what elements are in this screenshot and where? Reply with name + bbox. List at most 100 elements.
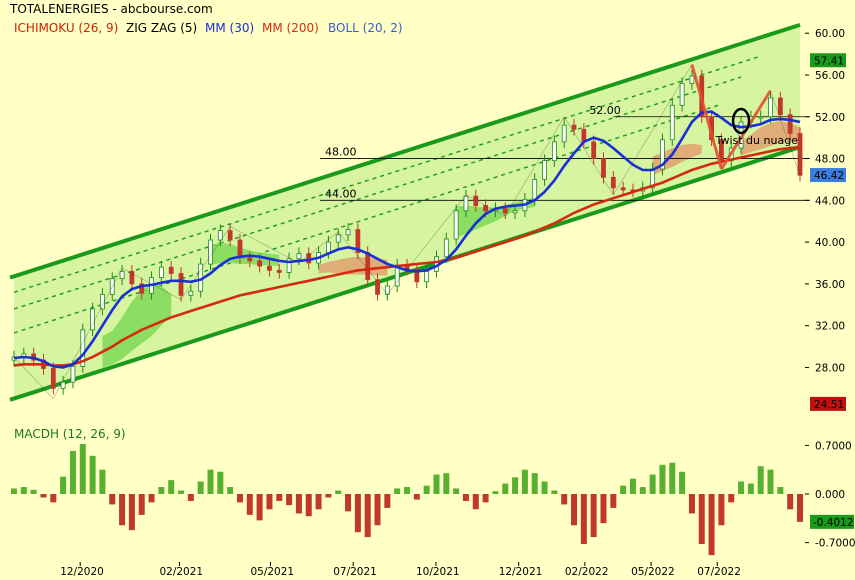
macd-bar-20 — [207, 469, 214, 494]
macd-bar-63 — [629, 478, 636, 494]
candle-body-45 — [453, 210, 459, 240]
zigzag-segment-14 — [770, 90, 801, 176]
candle-body-42 — [424, 270, 430, 283]
macd-bar-79 — [787, 494, 794, 510]
price-tick-label-4: 44.00 — [815, 195, 845, 207]
candle-body-20 — [208, 239, 213, 265]
legend-boll: BOLL (20, 2) — [328, 21, 403, 35]
zigzag-segment-5 — [298, 231, 339, 264]
macd-bar-53 — [531, 473, 538, 494]
macd-bar-77 — [767, 469, 774, 494]
candle-body-6 — [70, 365, 76, 383]
source-title: TOTALENERGIES - abcbourse.com — [9, 2, 213, 16]
candle-body-62 — [620, 187, 626, 191]
macd-bar-65 — [649, 474, 656, 494]
price-tick-label-2: 36.00 — [815, 279, 845, 291]
date-x-axis: 12/2020 02/2021 05/2021 07/2021 10/2021 12/20… — [60, 562, 741, 578]
zigzag-segment-8 — [465, 194, 506, 217]
macd-bar-11 — [119, 494, 126, 526]
macd-bar-6 — [69, 450, 76, 494]
macd-bar-7 — [79, 443, 86, 494]
macd-bar-27 — [276, 494, 283, 501]
macd-bar-51 — [512, 477, 519, 494]
macd-bar-23 — [236, 494, 243, 503]
candle-body-51 — [512, 210, 518, 214]
legend-ichimoku: ICHIMOKU (26, 9) — [14, 21, 118, 35]
macd-bar-57 — [571, 494, 578, 526]
macd-bar-5 — [60, 476, 67, 494]
macd-bar-67 — [669, 462, 676, 494]
channel-upper-line — [9, 22, 801, 280]
macd-bar-30 — [305, 494, 312, 517]
macd-bar-22 — [227, 487, 234, 494]
channel-dashed-line-1 — [13, 76, 742, 310]
candle-body-17 — [178, 273, 184, 296]
macd-bar-36 — [364, 494, 371, 538]
macd-bar-60 — [600, 494, 607, 524]
macd-bar-32 — [325, 494, 332, 498]
candle-body-15 — [158, 266, 164, 279]
last-price-label: 46.42 — [814, 170, 844, 182]
legend-mm30: MM (30) — [205, 21, 254, 35]
zigzag-segment-1 — [52, 268, 123, 399]
macd-bar-9 — [99, 469, 106, 494]
candle-body-21 — [217, 230, 223, 241]
zigzag-segment-0 — [13, 356, 54, 400]
macd-bar-73 — [728, 494, 735, 503]
price-tick-label-3: 40.00 — [815, 237, 845, 249]
macd-bar-31 — [315, 494, 322, 510]
candle-body-61 — [610, 176, 616, 189]
zigzag-segment-6 — [337, 231, 388, 295]
annotation-48: 48.00 — [325, 146, 357, 159]
macd-bar-44 — [443, 473, 450, 494]
zigzag-segment-11 — [613, 64, 693, 196]
macd-bar-10 — [109, 494, 116, 505]
legend-mm200: MM (200) — [262, 21, 319, 35]
candle-body-50 — [502, 208, 508, 214]
x-tick-label-4: 10/2021 — [416, 566, 460, 578]
candle-body-78 — [777, 97, 783, 116]
macd-bar-18 — [187, 494, 194, 501]
candle-body-5 — [60, 381, 66, 389]
x-tick-label-3: 07/2021 — [333, 566, 377, 578]
macd-bar-41 — [413, 494, 420, 500]
candle-body-48 — [483, 205, 489, 212]
zigzag-segment-4 — [229, 226, 300, 264]
x-tick-label-8: 07/2022 — [697, 566, 741, 578]
annotation-twist: Twist du nuage — [715, 134, 799, 147]
legend-zigzag: ZIG ZAG (5) — [126, 21, 197, 35]
macd-bar-16 — [168, 480, 175, 494]
candle-body-69 — [689, 75, 695, 84]
macd-bar-52 — [521, 469, 528, 494]
candle-body-80 — [797, 133, 803, 176]
macd-bar-34 — [345, 494, 352, 512]
macd-title: MACDH (12, 26, 9) — [14, 427, 126, 441]
cloud-segment-5 — [741, 120, 800, 156]
macd-tick-label-0: 0.7000 — [815, 440, 852, 452]
price-tick-label-5: 48.00 — [815, 154, 845, 166]
candle-body-27 — [276, 269, 282, 273]
macd-bar-42 — [423, 485, 430, 494]
high-price-label: 57.41 — [814, 55, 844, 67]
macd-bar-54 — [541, 481, 548, 494]
moving-averages — [13, 110, 801, 369]
macd-last-badge — [810, 514, 854, 529]
mm30-line — [13, 110, 801, 369]
last-price-badge — [810, 168, 846, 183]
macd-bar-4 — [50, 494, 57, 503]
price-tick-label-1: 32.00 — [815, 321, 845, 333]
x-tick-label-1: 02/2021 — [159, 566, 203, 578]
low-price-label: 24.51 — [814, 399, 844, 411]
candle-body-76 — [758, 116, 764, 119]
macd-bar-15 — [158, 487, 165, 494]
candle-body-33 — [335, 234, 341, 243]
macd-bar-45 — [453, 488, 460, 494]
macd-bar-49 — [492, 491, 499, 494]
candle-body-24 — [247, 257, 253, 262]
annotation-44: 44.00 — [325, 187, 357, 200]
macd-last-label: -0.4012 — [813, 517, 854, 529]
macd-bar-28 — [286, 494, 293, 506]
macd-bar-43 — [433, 474, 440, 494]
